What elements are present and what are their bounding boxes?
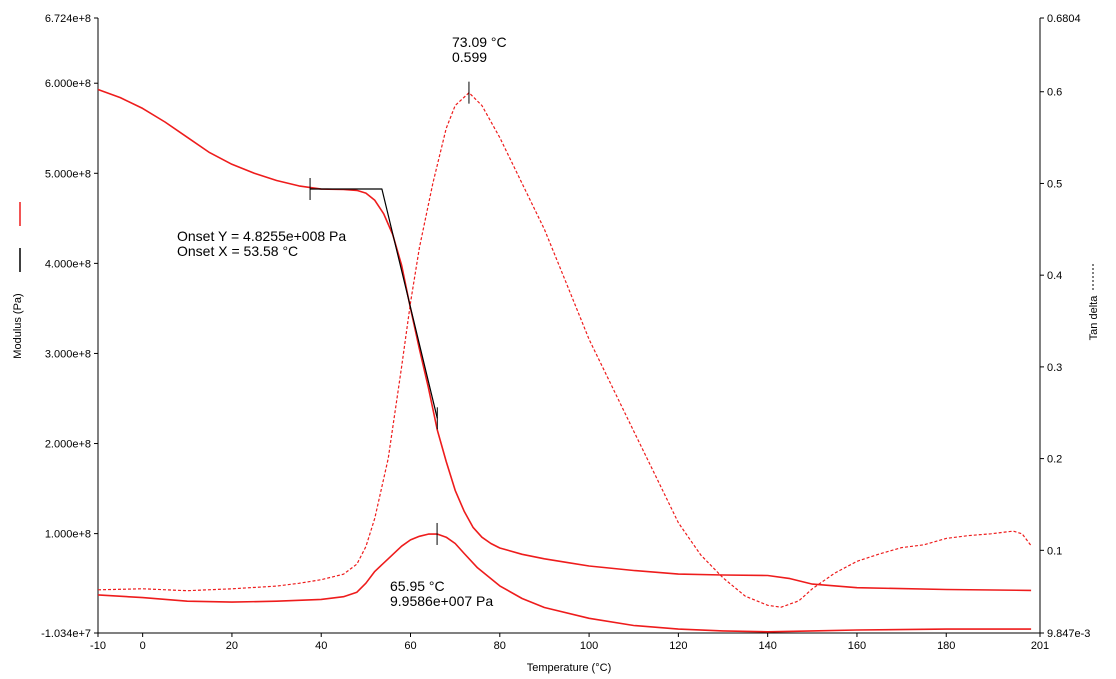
x-tick-label: -10 <box>90 640 106 652</box>
right-tick-label: 0.3 <box>1047 362 1062 374</box>
x-tick-label: 100 <box>580 640 598 652</box>
right-tick-label: 0.4 <box>1047 270 1062 282</box>
onset-y-label: Onset Y = 4.8255e+008 Pa <box>177 228 346 244</box>
x-tick-label: 201 <box>1031 640 1049 652</box>
x-tick-label: 20 <box>226 640 238 652</box>
left-tick-label: -1.034e+7 <box>41 628 91 640</box>
loss-peak-value-label: 9.9586e+007 Pa <box>390 593 493 609</box>
tan-delta-curve <box>97 92 1032 608</box>
right-tick-label: 0.6804 <box>1047 13 1081 25</box>
annotation-markers <box>309 81 470 545</box>
storage-modulus-curve <box>97 88 1032 592</box>
right-tick-label: 0.2 <box>1047 454 1062 466</box>
right-axis-ticks: 9.847e-3 0.1 0.2 0.3 0.4 0.5 0.6 0.6804 <box>1040 13 1090 640</box>
x-tick-label: 120 <box>669 640 687 652</box>
right-tick-label: 0.1 <box>1047 545 1062 557</box>
tan-peak-value-label: 0.599 <box>452 49 487 65</box>
right-axis-title: Tan delta <box>1088 295 1100 341</box>
loss-peak-temp-label: 65.95 °C <box>390 578 445 594</box>
x-tick-label: 140 <box>758 640 776 652</box>
left-tick-label: 6.724e+8 <box>45 13 91 25</box>
left-tick-label: 6.000e+8 <box>45 78 91 90</box>
x-tick-label: 80 <box>494 640 506 652</box>
left-tick-label: 2.000e+8 <box>45 439 91 451</box>
series-layer <box>97 88 1032 633</box>
left-tick-label: 1.000e+8 <box>45 529 91 541</box>
x-tick-label: 60 <box>404 640 416 652</box>
right-tick-label: 0.6 <box>1047 87 1062 99</box>
tan-peak-temp-label: 73.09 °C <box>452 34 507 50</box>
x-tick-label: 0 <box>140 640 146 652</box>
left-tick-label: 5.000e+8 <box>45 168 91 180</box>
x-tick-label: 180 <box>937 640 955 652</box>
right-axis-title-group: Tan delta <box>1088 263 1100 340</box>
left-tick-label: 4.000e+8 <box>45 258 91 270</box>
left-axis-ticks: -1.034e+7 1.000e+8 2.000e+8 3.000e+8 4.000e+… <box>41 13 98 640</box>
left-axis-title: Modulus (Pa) <box>12 293 24 358</box>
right-tick-label: 9.847e-3 <box>1047 628 1090 640</box>
x-tick-label: 40 <box>315 640 327 652</box>
onset-x-label: Onset X = 53.58 °C <box>177 243 298 259</box>
loss-modulus-curve <box>97 533 1032 633</box>
onset-tangent-lines <box>310 188 438 419</box>
x-axis-title: Temperature (°C) <box>527 662 611 674</box>
x-axis-ticks: -10 0 20 40 60 80 100 120 140 160 180 201 <box>90 633 1049 652</box>
left-tick-label: 3.000e+8 <box>45 348 91 360</box>
x-tick-label: 160 <box>848 640 866 652</box>
right-tick-label: 0.5 <box>1047 178 1062 190</box>
